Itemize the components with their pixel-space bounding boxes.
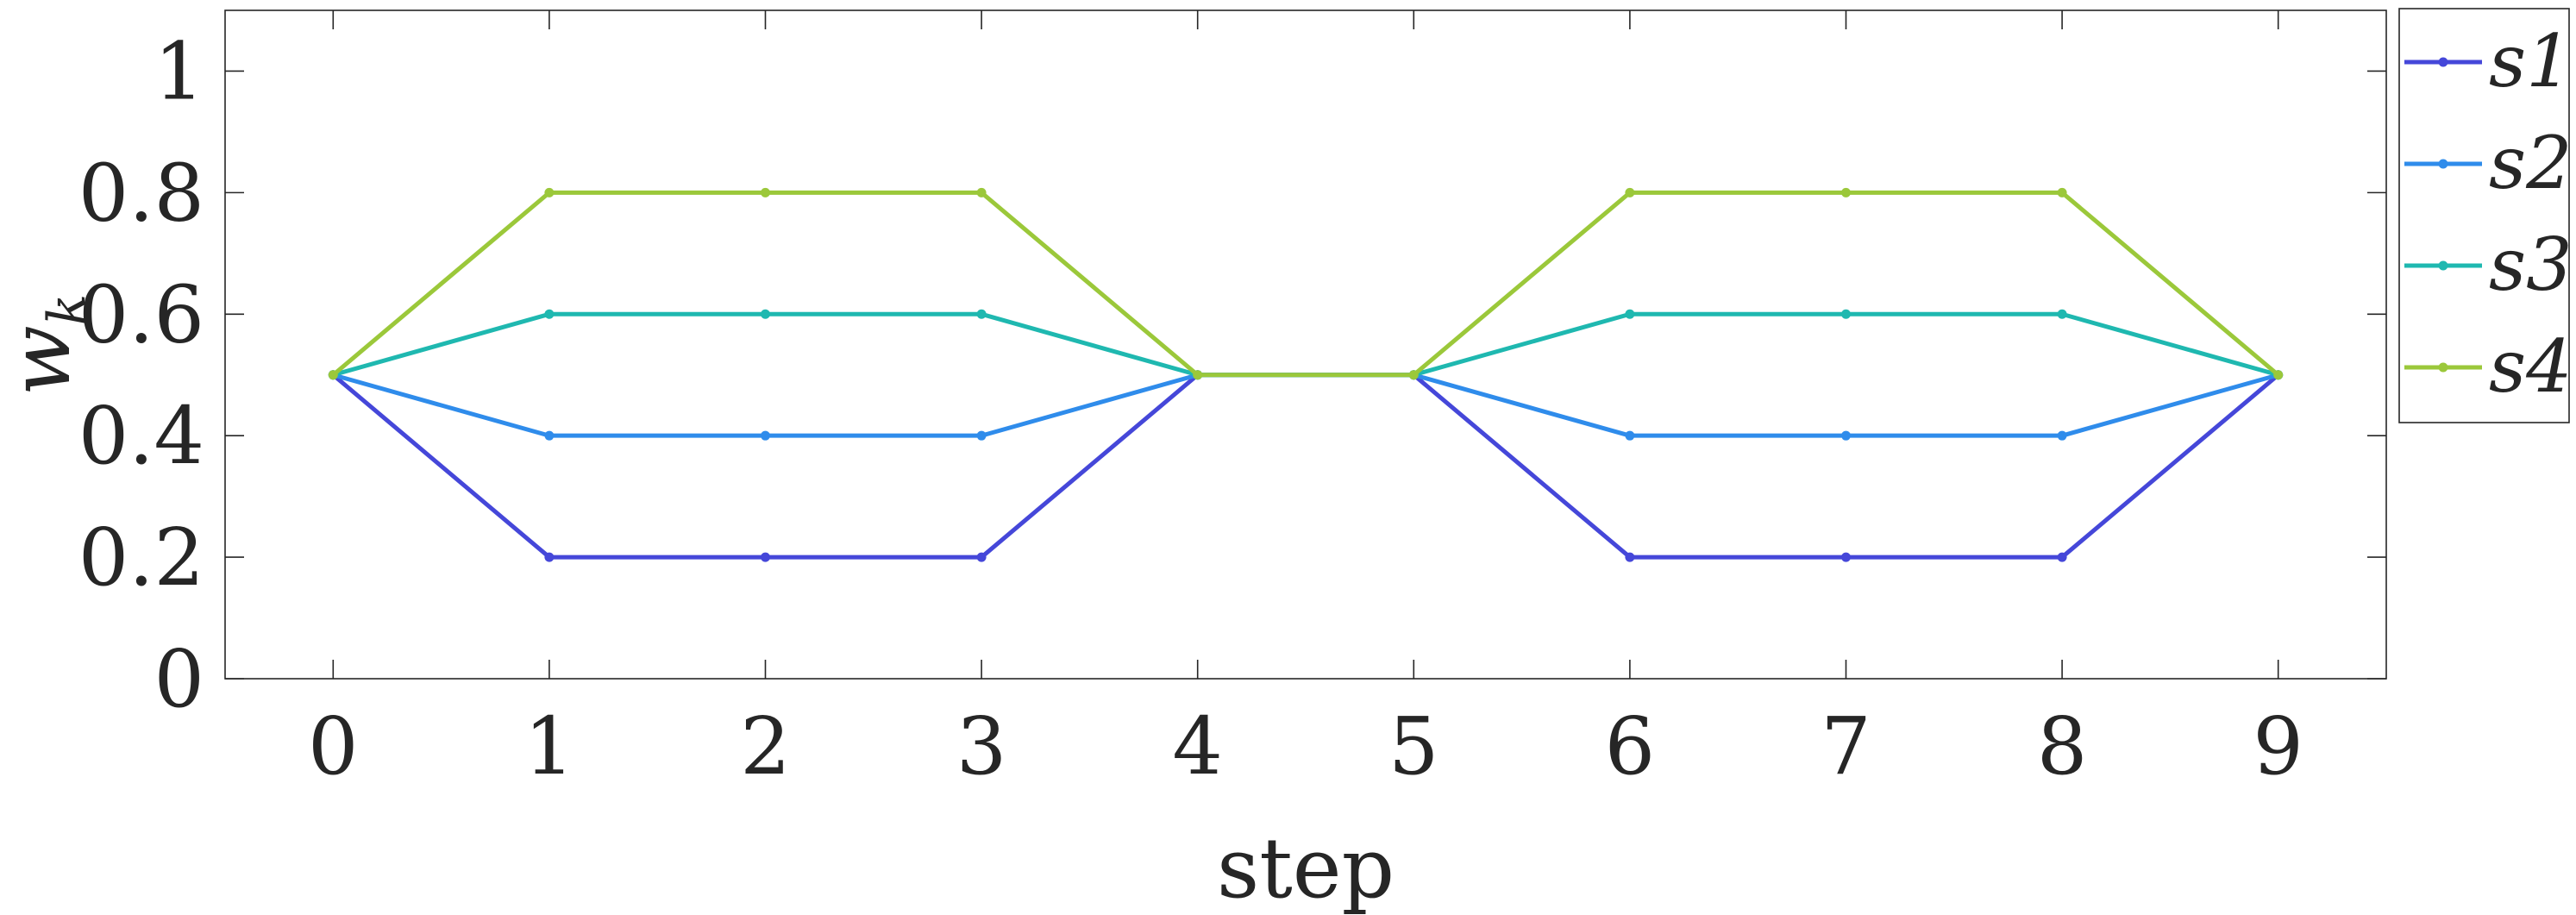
legend-marker — [2438, 362, 2448, 373]
series-s3 — [328, 309, 2284, 380]
series-group — [328, 187, 2284, 562]
data-point-s1 — [976, 552, 987, 562]
data-point-s4 — [2057, 187, 2067, 197]
data-point-s2 — [2057, 430, 2067, 441]
series-line-s2 — [332, 373, 2279, 438]
data-point-s4 — [544, 187, 555, 197]
data-point-s4 — [761, 187, 770, 197]
legend-marker — [2438, 57, 2448, 67]
data-point-s4 — [1193, 370, 1203, 380]
series-line-s1 — [331, 373, 2280, 560]
legend-marker — [2438, 159, 2448, 169]
y-tick-label: 0.8 — [78, 147, 204, 239]
y-axis-title-base: w — [0, 325, 89, 396]
series-s1 — [328, 370, 2284, 562]
legend-entry-s4: s4 — [2404, 324, 2573, 409]
y-tick-label: 0.2 — [78, 511, 204, 604]
series-s2 — [328, 370, 2284, 441]
data-point-s2 — [1841, 430, 1851, 441]
x-tick-label: 8 — [2037, 700, 2088, 793]
legend-label: s1 — [2489, 19, 2573, 103]
y-tick-label: 0.4 — [78, 390, 204, 482]
data-point-s1 — [2057, 552, 2067, 562]
legend-marker — [2438, 260, 2448, 271]
x-axis-title: step — [1217, 820, 1395, 915]
legend-entry-s1: s1 — [2404, 19, 2573, 103]
y-tick-label: 0.6 — [78, 268, 204, 360]
data-point-s3 — [544, 309, 555, 319]
x-tick-label: 3 — [956, 700, 1007, 793]
y-axis-title: wk — [0, 294, 97, 397]
legend: s1 s2 s3 s4 — [2398, 8, 2573, 423]
legend-label: s3 — [2489, 222, 2573, 307]
x-tick-label: 7 — [1821, 700, 1871, 793]
series-line-s4 — [331, 190, 2280, 378]
legend-label: s4 — [2489, 324, 2573, 409]
x-axis: 0 1 2 3 4 5 6 7 8 9 — [308, 10, 2303, 793]
data-point-s3 — [976, 309, 987, 319]
x-tick-label: 5 — [1388, 700, 1439, 793]
x-tick-label: 9 — [2253, 700, 2303, 793]
legend-box — [2398, 8, 2570, 423]
y-tick-label: 1 — [154, 25, 204, 117]
x-tick-label: 6 — [1605, 700, 1656, 793]
x-tick-label: 4 — [1172, 700, 1223, 793]
data-point-s3 — [761, 309, 770, 319]
data-point-s3 — [2057, 309, 2067, 319]
y-axis-title-subscript: k — [37, 294, 97, 325]
series-s4 — [328, 187, 2284, 380]
series-line-s3 — [332, 311, 2279, 378]
data-point-s4 — [1841, 187, 1851, 197]
x-tick-label: 0 — [308, 700, 359, 793]
data-point-s1 — [761, 552, 770, 562]
data-point-s2 — [976, 430, 987, 441]
data-point-s1 — [1841, 552, 1851, 562]
legend-label: s2 — [2489, 121, 2573, 205]
data-point-s3 — [1841, 309, 1851, 319]
data-point-s2 — [544, 430, 555, 441]
data-point-s4 — [1408, 370, 1419, 380]
data-point-s1 — [1625, 552, 1635, 562]
x-tick-label: 2 — [740, 700, 791, 793]
data-point-s4 — [1625, 187, 1635, 197]
plot-area-frame — [224, 9, 2387, 680]
legend-entry-s2: s2 — [2404, 121, 2573, 205]
data-point-s1 — [544, 552, 555, 562]
y-tick-label: 0 — [154, 633, 204, 725]
data-point-s4 — [328, 370, 338, 380]
data-point-s2 — [1625, 430, 1635, 441]
svg-text:wk: wk — [0, 294, 97, 397]
x-tick-label: 1 — [524, 700, 575, 793]
data-point-s4 — [976, 187, 987, 197]
legend-entry-s3: s3 — [2404, 222, 2573, 307]
data-point-s2 — [761, 430, 770, 441]
data-point-s3 — [1625, 309, 1635, 319]
y-axis: 0 0.2 0.4 0.6 0.8 1 — [78, 25, 2386, 725]
data-point-s4 — [2273, 370, 2284, 380]
